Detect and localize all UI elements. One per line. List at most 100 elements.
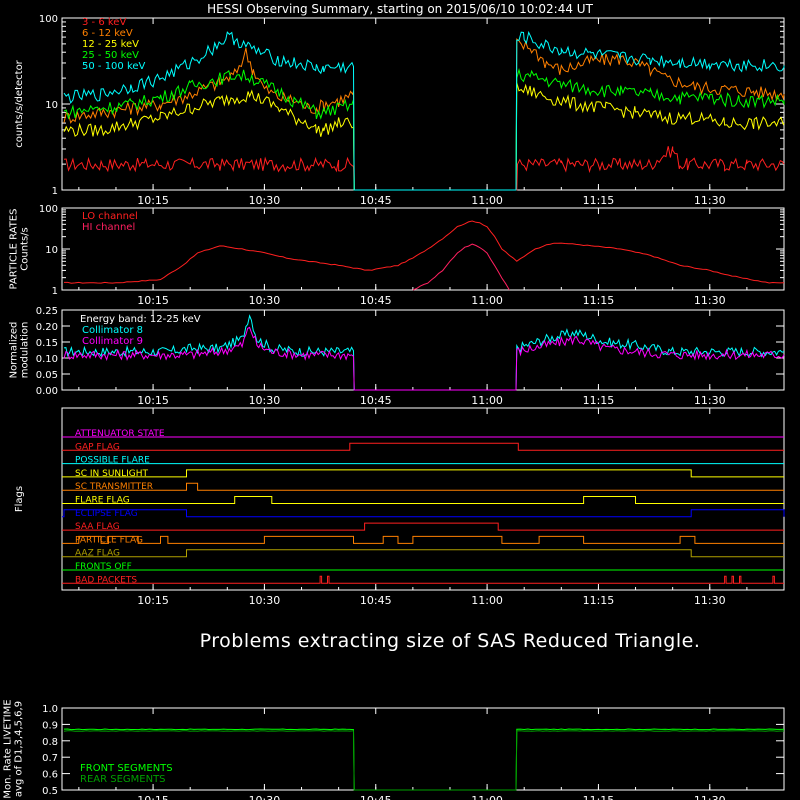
modulation-xtick-label: 11:15 (583, 394, 615, 407)
flag-line (62, 549, 784, 558)
flag-label: GAP FLAG (75, 442, 120, 452)
flag-label: FRONTS OFF (75, 562, 132, 572)
count-rate-xtick-label: 11:00 (471, 194, 503, 207)
flag-label: PARTICLE FLAG (75, 535, 143, 545)
particle-rate-series-line (64, 220, 785, 284)
livetime-ylabel: avg of D1,3,4,5,6,9 (14, 701, 25, 797)
count-rate-legend-entry: 12 - 25 keV (82, 39, 139, 50)
modulation-legend-entry: Collimator 8 (82, 325, 143, 336)
modulation-xtick-label: 10:45 (360, 394, 392, 407)
modulation-ytick-label: 0.20 (36, 322, 58, 333)
flags-xtick-label: 11:00 (471, 594, 503, 607)
livetime-xtick-label: 10:15 (137, 794, 169, 800)
modulation-legend-entry: Collimator 9 (82, 336, 143, 347)
modulation-ytick-label: 0.05 (36, 370, 58, 381)
livetime-xtick-label: 11:00 (471, 794, 503, 800)
count-rate-series-line (63, 30, 785, 191)
modulation-ytick-label: 0.25 (36, 306, 58, 317)
particle-rate-xtick-label: 10:45 (360, 294, 392, 307)
count-rate-xtick-label: 10:15 (137, 194, 169, 207)
modulation-xtick-label: 10:30 (249, 394, 281, 407)
count-rate-xtick-label: 11:15 (583, 194, 615, 207)
flag-line (62, 509, 785, 518)
flag-label: SC IN SUNLIGHT (75, 469, 149, 479)
modulation-series-line (63, 314, 785, 391)
flags-xtick-label: 11:15 (583, 594, 615, 607)
plot-title: HESSI Observing Summary, starting on 201… (207, 2, 593, 16)
flag-label: POSSIBLE FLARE (75, 456, 150, 466)
flags-xtick-label: 10:15 (137, 594, 169, 607)
flag-label: BAD PACKETS (75, 575, 137, 585)
flag-line (62, 442, 784, 451)
count-rate-series-line (63, 146, 785, 191)
livetime-legend-entry: FRONT SEGMENTS (80, 763, 173, 774)
count-rate-legend-entry: 25 - 50 keV (82, 50, 139, 61)
flag-line (62, 496, 784, 504)
flag-line (62, 575, 784, 584)
flags-xtick-label: 10:30 (249, 594, 281, 607)
particle-rate-legend-entry: HI channel (82, 222, 135, 233)
livetime-ytick-label: 0.9 (42, 720, 58, 731)
flag-line (62, 535, 784, 544)
particle-rate-frame (61, 207, 785, 291)
flag-label: ATTENUATOR STATE (75, 429, 165, 439)
livetime-ytick-label: 0.8 (42, 737, 58, 748)
count-rate-series-line (63, 38, 785, 191)
livetime-xtick-label: 11:15 (583, 794, 615, 800)
flag-label: ECLIPSE FLAG (75, 509, 138, 519)
particle-rate-ytick-label: 100 (39, 204, 58, 215)
count-rate-xtick-label: 11:30 (694, 194, 726, 207)
particle-rate-xtick-label: 11:00 (471, 294, 503, 307)
flag-line (62, 522, 784, 531)
modulation-series-line (63, 326, 785, 391)
modulation-ytick-label: 0.10 (36, 354, 58, 365)
count-rate-ytick-label: 1 (52, 186, 58, 197)
particle-rate-xtick-label: 11:15 (583, 294, 615, 307)
flag-label: AAZ FLAG (75, 549, 120, 559)
particle-rate-xtick-label: 10:30 (249, 294, 281, 307)
flag-line (62, 469, 784, 478)
flags-xtick-label: 11:30 (694, 594, 726, 607)
flag-label: SAA FLAG (75, 522, 120, 532)
particle-rate-ylabel: Counts/s (20, 227, 31, 271)
livetime-legend-entry: REAR SEGMENTS (80, 774, 166, 785)
livetime-series-line (63, 730, 784, 791)
particle-rate-legend-entry: LO channel (82, 211, 138, 222)
count-rate-frame (61, 17, 785, 191)
livetime-xtick-label: 10:30 (249, 794, 281, 800)
particle-rate-ytick-label: 1 (52, 286, 58, 297)
modulation-annotation: Energy band: 12-25 keV (80, 314, 201, 325)
count-rate-ytick-label: 100 (39, 14, 58, 25)
livetime-ytick-label: 0.5 (42, 786, 58, 797)
modulation-ytick-label: 0.00 (36, 386, 58, 397)
count-rate-legend-entry: 50 - 100 keV (82, 61, 146, 72)
livetime-ytick-label: 0.7 (42, 753, 58, 764)
livetime-xtick-label: 10:45 (360, 794, 392, 800)
flag-label: SC TRANSMITTER (75, 482, 153, 492)
count-rate-legend-entry: 6 - 12 keV (82, 28, 133, 39)
count-rate-ylabel: counts/s/detector (14, 59, 25, 147)
livetime-frame (61, 707, 785, 791)
flag-label: FLARE FLAG (75, 496, 130, 506)
flags-frame (61, 407, 785, 591)
particle-rate-ytick-label: 10 (45, 245, 58, 256)
livetime-xtick-label: 11:30 (694, 794, 726, 800)
livetime-ytick-label: 1.0 (42, 704, 58, 715)
particle-rate-xtick-label: 11:30 (694, 294, 726, 307)
livetime-ytick-label: 0.6 (42, 770, 58, 781)
particle-rate-xtick-label: 10:15 (137, 294, 169, 307)
count-rate-xtick-label: 10:45 (360, 194, 392, 207)
flags-xtick-label: 10:45 (360, 594, 392, 607)
livetime-ylabel: Mon. Rate LIVETIME (3, 699, 14, 798)
count-rate-xtick-label: 10:30 (249, 194, 281, 207)
livetime-series-line (63, 728, 785, 791)
particle-rate-series-line (412, 243, 510, 291)
particle-rate-ylabel: PARTICLE RATES (9, 209, 20, 290)
modulation-ylabel: modulation (20, 322, 31, 379)
count-rate-series-line (63, 68, 785, 191)
modulation-ytick-label: 0.15 (36, 338, 58, 349)
flags-ylabel: Flags (14, 486, 25, 512)
count-rate-legend-entry: 3 - 6 keV (82, 17, 126, 28)
count-rate-ytick-label: 10 (45, 100, 58, 111)
